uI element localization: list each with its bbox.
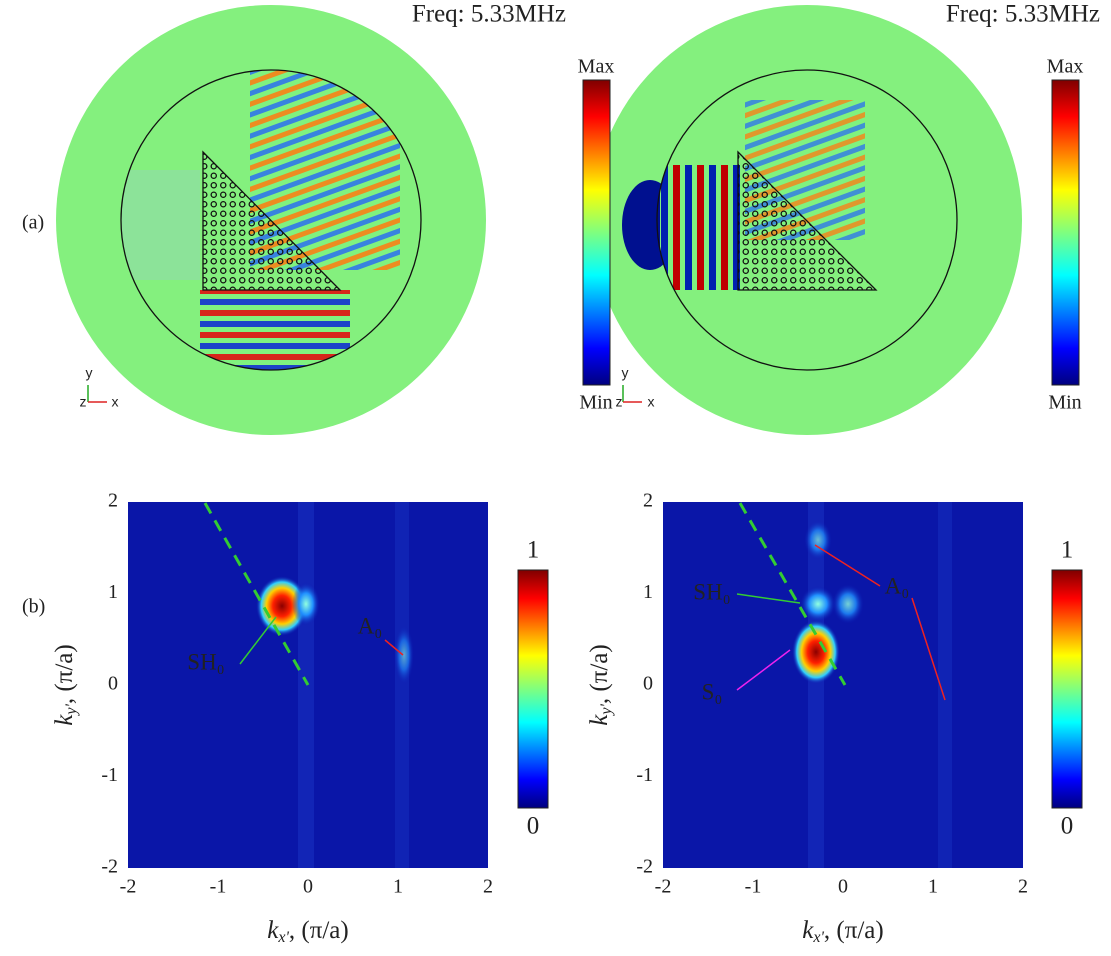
colorbar-tick: 0	[1061, 813, 1074, 840]
spectrum-plot	[663, 502, 1023, 868]
x-tick-label: -1	[210, 876, 227, 898]
x-tick-label: -2	[655, 876, 672, 898]
annotation: SH₀	[187, 649, 224, 674]
axis-label: z	[80, 394, 87, 410]
axis-label: y	[86, 365, 93, 381]
axis-unit: , (π/a)	[586, 644, 613, 704]
axis-symbol: k	[802, 917, 814, 944]
colorbar-min: Min	[579, 392, 612, 414]
colorbar-max: Max	[578, 56, 615, 78]
axis-label: x	[648, 394, 655, 410]
colorbar	[1051, 79, 1080, 386]
y-tick-label: -2	[101, 856, 118, 878]
y-tick-label: 2	[108, 490, 118, 512]
annotation: SH₀	[693, 579, 730, 604]
x-tick-label: 0	[303, 876, 313, 898]
axis-subscript: y'	[598, 704, 615, 717]
y-tick-label: -1	[636, 764, 653, 786]
colorbar-tick: 0	[527, 813, 540, 840]
colorbar-max: Max	[1047, 56, 1084, 78]
colorbar-min: Min	[1048, 392, 1081, 414]
axis-unit: , (π/a)	[824, 917, 884, 944]
axis-subscript: y'	[63, 704, 80, 717]
axis-symbol: k	[586, 714, 613, 726]
x-tick-label: 2	[483, 876, 493, 898]
axis-title: kx', (π/a)	[267, 917, 348, 946]
axis-unit: , (π/a)	[289, 917, 349, 944]
colorbar	[582, 79, 611, 386]
colorbar-tick: 1	[1061, 537, 1074, 564]
field-plot	[56, 5, 486, 435]
spectrum-plot	[128, 502, 488, 868]
axis-symbol: k	[267, 917, 279, 944]
x-tick-label: 1	[393, 876, 403, 898]
x-tick-label: -1	[745, 876, 762, 898]
panel-label: (b)	[22, 596, 45, 618]
colorbar-tick: 1	[527, 537, 540, 564]
y-tick-label: 1	[643, 581, 653, 603]
colorbar	[1051, 569, 1083, 809]
annotation: A₀	[885, 573, 910, 598]
x-tick-label: 0	[838, 876, 848, 898]
y-tick-label: 2	[643, 490, 653, 512]
y-tick-label: 1	[108, 581, 118, 603]
axis-subscript: x'	[812, 929, 824, 946]
axis-label: y	[622, 365, 629, 381]
annotation: A₀	[358, 613, 383, 638]
x-tick-label: 2	[1018, 876, 1028, 898]
x-tick-label: -2	[120, 876, 137, 898]
axis-symbol: k	[51, 714, 78, 726]
panel-label: (a)	[22, 212, 44, 234]
frequency-label: Freq: 5.33MHz	[412, 1, 566, 28]
axis-label: z	[616, 394, 623, 410]
axis-label: x	[112, 394, 119, 410]
axis-title: kx', (π/a)	[802, 917, 883, 946]
annotation: S₀	[702, 679, 723, 704]
frequency-label: Freq: 5.33MHz	[946, 1, 1100, 28]
y-tick-label: -2	[636, 856, 653, 878]
x-tick-label: 1	[928, 876, 938, 898]
axis-title: ky', (π/a)	[51, 644, 80, 725]
colorbar	[517, 569, 549, 809]
axis-unit: , (π/a)	[51, 644, 78, 704]
y-tick-label: -1	[101, 764, 118, 786]
y-tick-label: 0	[643, 673, 653, 695]
field-plot	[592, 5, 1022, 435]
axis-subscript: x'	[277, 929, 289, 946]
axis-title: ky', (π/a)	[586, 644, 615, 725]
axis-triad	[87, 385, 642, 403]
y-tick-label: 0	[108, 673, 118, 695]
